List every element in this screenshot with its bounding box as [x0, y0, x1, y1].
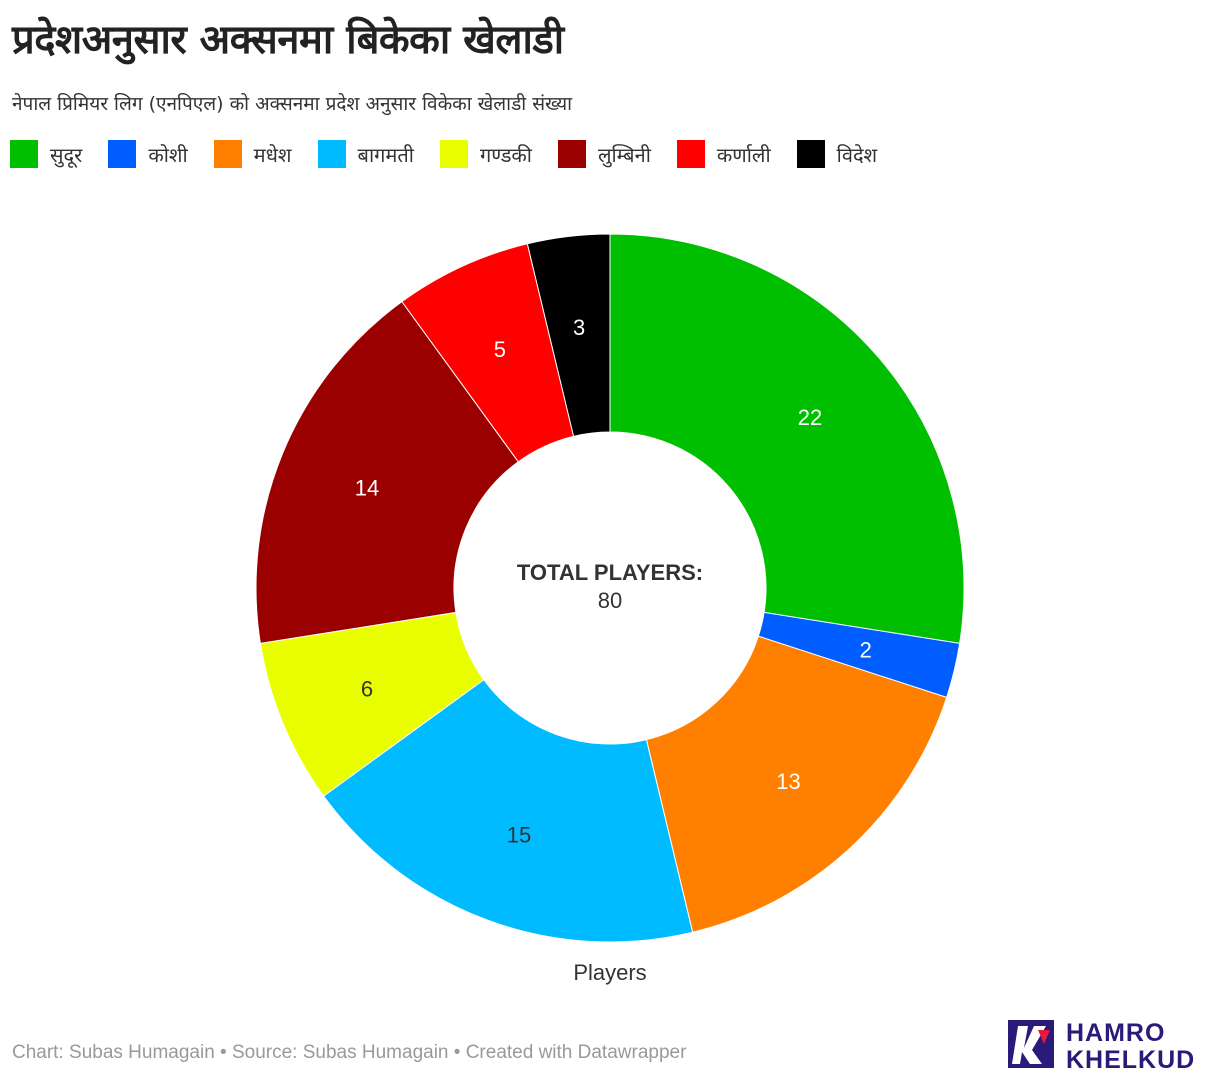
legend-swatch	[796, 140, 825, 168]
legend-label: सुदूर	[50, 142, 83, 167]
logo-line1: HAMRO	[1066, 1019, 1165, 1047]
logo-line2: KHELKUD	[1066, 1046, 1195, 1070]
slice	[322, 678, 694, 943]
slice	[255, 300, 520, 644]
legend-label: गण्डकी	[479, 142, 532, 167]
slice	[526, 233, 611, 437]
legend-swatch	[676, 140, 705, 168]
legend-swatch	[108, 140, 137, 168]
series-label: Players	[573, 960, 646, 985]
chart-subtitle: नेपाल प्रिमियर लिग (एनपिएल) को अक्सनमा प…	[12, 93, 573, 115]
legend-item: सुदूर	[10, 140, 82, 168]
legend-swatch	[10, 140, 38, 168]
center-value: 80	[598, 588, 622, 613]
legend-label: कोशी	[148, 142, 188, 167]
slice-value-label: 22	[798, 405, 822, 430]
slice-value-label: 3	[573, 315, 585, 340]
legend-swatch	[439, 140, 468, 168]
slice	[645, 635, 948, 933]
slice-value-label: 5	[494, 337, 506, 362]
hamro-khelkud-logo: HAMRO KHELKUD	[1008, 1019, 1195, 1070]
legend-item: कर्णाली	[676, 140, 771, 168]
legend: सुदूर कोशी मधेश बागमती गण्डकी लुम्बिनी कर्णाली…	[10, 140, 903, 168]
legend-item: कोशी	[108, 140, 188, 168]
legend-label: बागमती	[357, 142, 414, 167]
legend-item: लुम्बिनी	[557, 140, 651, 168]
legend-swatch	[557, 140, 586, 168]
legend-item: गण्डकी	[439, 140, 532, 168]
slice	[609, 233, 965, 644]
legend-label: लुम्बिनी	[597, 142, 651, 167]
legend-label: विदेश	[836, 142, 878, 167]
legend-swatch	[317, 140, 346, 168]
legend-item: मधेश	[213, 140, 292, 168]
center-label: TOTAL PLAYERS:	[517, 560, 703, 585]
slice-value-label: 13	[776, 769, 800, 794]
legend-label: मधेश	[253, 142, 292, 167]
legend-item: बागमती	[317, 140, 414, 168]
chart-footer: Chart: Subas Humagain • Source: Subas Hu…	[12, 1042, 687, 1063]
slice-value-label: 2	[860, 637, 872, 662]
chart-title: प्रदेशअनुसार अक्सनमा बिकेका खेलाडी	[12, 17, 564, 63]
legend-swatch	[213, 140, 242, 168]
slice-value-label: 6	[361, 677, 373, 702]
slice-value-label: 15	[507, 823, 531, 848]
slice-value-label: 14	[355, 475, 379, 500]
legend-item: विदेश	[796, 140, 878, 168]
legend-label: कर्णाली	[716, 142, 771, 167]
